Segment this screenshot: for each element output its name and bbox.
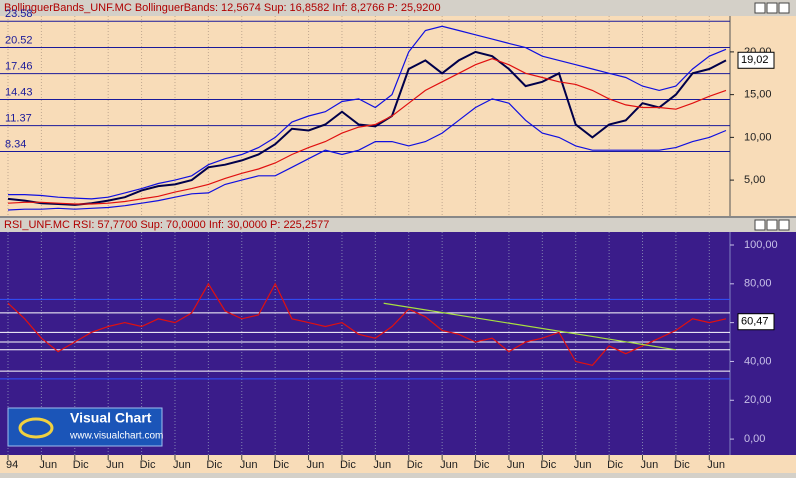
level-label: 8.34: [5, 138, 26, 150]
x-tick-label: Dic: [206, 459, 222, 471]
panel-title: RSI_UNF.MC RSI: 57,7700 Sup: 70,0000 Inf…: [4, 219, 329, 231]
x-tick-label: Jun: [373, 459, 391, 471]
y-tick-label: 40,00: [744, 355, 772, 367]
last-value-label: 60,47: [741, 316, 769, 328]
x-tick-label: Dic: [540, 459, 556, 471]
y-tick-label: 20,00: [744, 394, 772, 406]
header-bar: [0, 0, 796, 16]
window-buttons[interactable]: [754, 2, 790, 14]
level-label: 11.37: [5, 113, 32, 125]
series-line: [7, 98, 727, 211]
x-tick-label: Jun: [440, 459, 458, 471]
x-tick-label: Dic: [340, 459, 356, 471]
last-value-label: 19,02: [741, 54, 769, 66]
y-tick-label: 80,00: [744, 278, 772, 290]
level-label: 14.43: [5, 86, 33, 98]
series-line: [7, 58, 727, 205]
x-tick-label: Dic: [273, 459, 289, 471]
y-tick-label: 5,00: [744, 174, 765, 186]
x-axis-strip: [0, 455, 796, 473]
window-buttons[interactable]: [754, 219, 790, 231]
logo: Visual Chart www.visualchart.com: [7, 407, 163, 447]
x-tick-label: Dic: [140, 459, 156, 471]
series-line: [7, 282, 727, 366]
x-tick-label: Jun: [307, 459, 325, 471]
y-tick-label: 10,00: [744, 131, 772, 143]
x-tick-label: 94: [6, 459, 18, 471]
trend-line: [383, 302, 677, 351]
x-tick-label: Jun: [106, 459, 124, 471]
x-tick-label: Jun: [240, 459, 258, 471]
series-line: [8, 25, 727, 200]
last-value-box: [737, 313, 775, 331]
x-tick-label: Jun: [507, 459, 525, 471]
x-tick-label: Jun: [173, 459, 191, 471]
x-tick-label: Dic: [607, 459, 623, 471]
x-tick-label: Dic: [407, 459, 423, 471]
y-tick-label: 0,00: [744, 433, 765, 445]
y-tick-label: 15,00: [744, 89, 772, 101]
x-tick-label: Dic: [73, 459, 89, 471]
x-tick-label: Jun: [641, 459, 659, 471]
x-tick-label: Jun: [574, 459, 592, 471]
level-label: 17.46: [5, 61, 33, 73]
x-tick-label: Dic: [474, 459, 490, 471]
panel-title: BollinguerBands_UNF.MC BollinguerBands: …: [4, 2, 441, 14]
x-tick-label: Dic: [674, 459, 690, 471]
logo-name: Visual Chart: [70, 410, 152, 426]
header-bar: [0, 218, 796, 232]
level-label: 23.58: [5, 8, 33, 20]
x-tick-label: Jun: [707, 459, 725, 471]
level-label: 20.52: [5, 34, 33, 46]
y-tick-label: 100,00: [744, 239, 778, 251]
separator: [0, 216, 796, 218]
logo-url: www.visualchart.com: [69, 431, 163, 442]
last-value-box: [737, 51, 775, 69]
x-tick-label: Jun: [39, 459, 57, 471]
